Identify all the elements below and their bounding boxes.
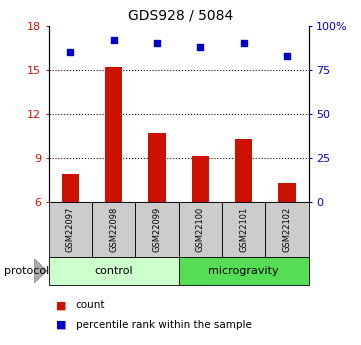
Text: GDS928 / 5084: GDS928 / 5084 — [128, 9, 233, 23]
Point — [111, 37, 117, 43]
Bar — [148, 133, 166, 202]
Bar — [49, 202, 92, 257]
Point — [241, 41, 247, 46]
Point — [284, 53, 290, 59]
Bar — [179, 257, 309, 285]
Point — [68, 49, 73, 55]
Text: GSM22102: GSM22102 — [283, 207, 291, 252]
Point — [197, 44, 203, 50]
Bar — [135, 202, 179, 257]
Bar — [92, 202, 135, 257]
Text: percentile rank within the sample: percentile rank within the sample — [76, 320, 252, 330]
Text: GSM22097: GSM22097 — [66, 207, 75, 252]
Text: ■: ■ — [56, 320, 66, 330]
Point — [154, 41, 160, 46]
Bar — [105, 67, 122, 202]
Bar — [179, 202, 222, 257]
Bar — [235, 139, 252, 202]
Text: protocol: protocol — [4, 266, 49, 276]
Text: control: control — [95, 266, 133, 276]
Text: microgravity: microgravity — [208, 266, 279, 276]
Text: GSM22099: GSM22099 — [153, 207, 161, 252]
Text: count: count — [76, 300, 105, 310]
Bar — [49, 257, 179, 285]
Text: GSM22101: GSM22101 — [239, 207, 248, 252]
Bar — [222, 202, 265, 257]
Bar — [62, 174, 79, 202]
Bar — [192, 156, 209, 202]
Bar — [265, 202, 309, 257]
Text: ■: ■ — [56, 300, 66, 310]
Polygon shape — [34, 259, 47, 283]
Bar — [278, 183, 296, 202]
Text: GSM22100: GSM22100 — [196, 207, 205, 252]
Text: GSM22098: GSM22098 — [109, 207, 118, 252]
